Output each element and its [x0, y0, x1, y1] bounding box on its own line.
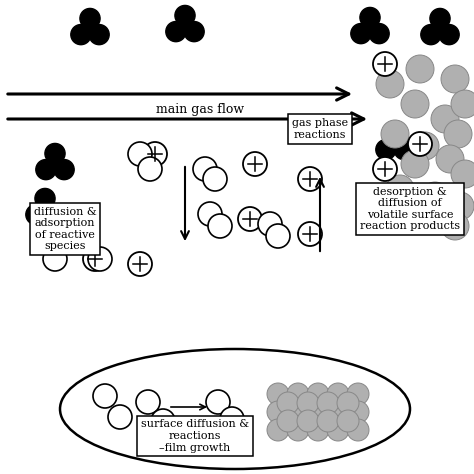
Circle shape [54, 160, 74, 180]
Circle shape [408, 132, 432, 156]
Circle shape [327, 401, 349, 423]
Circle shape [431, 105, 459, 133]
Ellipse shape [60, 349, 410, 469]
Circle shape [430, 9, 450, 28]
Circle shape [267, 383, 289, 405]
Circle shape [441, 65, 469, 93]
Circle shape [347, 383, 369, 405]
Text: gas phase
reactions: gas phase reactions [292, 118, 348, 140]
Circle shape [203, 167, 227, 191]
Circle shape [421, 25, 441, 45]
Text: diffusion &
adsorption
of reactive
species: diffusion & adsorption of reactive speci… [34, 207, 96, 251]
Text: main gas flow: main gas flow [156, 102, 244, 116]
Circle shape [376, 70, 404, 98]
Circle shape [287, 383, 309, 405]
Circle shape [376, 139, 396, 160]
Circle shape [128, 252, 152, 276]
Circle shape [444, 120, 472, 148]
Circle shape [337, 392, 359, 414]
Circle shape [89, 25, 109, 45]
Circle shape [43, 247, 67, 271]
Circle shape [446, 192, 474, 220]
Circle shape [307, 383, 329, 405]
Circle shape [267, 419, 289, 441]
Circle shape [287, 419, 309, 441]
Circle shape [208, 214, 232, 238]
Circle shape [71, 25, 91, 45]
Circle shape [175, 5, 195, 26]
Circle shape [406, 55, 434, 83]
Circle shape [298, 167, 322, 191]
Circle shape [128, 142, 152, 166]
Circle shape [277, 410, 299, 432]
Circle shape [35, 189, 55, 209]
Circle shape [373, 157, 397, 181]
Circle shape [258, 212, 282, 236]
Text: surface diffusion &
reactions
–film growth: surface diffusion & reactions –film grow… [141, 419, 249, 453]
Circle shape [198, 202, 222, 226]
Circle shape [401, 90, 429, 118]
Circle shape [381, 120, 409, 148]
Circle shape [45, 144, 65, 164]
Circle shape [317, 392, 339, 414]
Circle shape [386, 175, 414, 203]
Circle shape [297, 410, 319, 432]
Circle shape [439, 25, 459, 45]
Circle shape [307, 419, 329, 441]
Circle shape [298, 222, 322, 246]
Circle shape [277, 392, 299, 414]
Circle shape [243, 152, 267, 176]
Circle shape [80, 9, 100, 28]
Circle shape [88, 247, 112, 271]
Circle shape [421, 182, 449, 210]
Circle shape [143, 142, 167, 166]
Circle shape [206, 390, 230, 414]
Circle shape [287, 401, 309, 423]
Circle shape [351, 24, 371, 44]
Circle shape [26, 204, 46, 225]
Circle shape [166, 21, 186, 42]
Circle shape [360, 8, 380, 27]
Circle shape [108, 405, 132, 429]
Circle shape [327, 419, 349, 441]
Circle shape [267, 401, 289, 423]
Circle shape [401, 150, 429, 178]
Circle shape [451, 90, 474, 118]
Circle shape [266, 224, 290, 248]
Circle shape [184, 21, 204, 42]
Circle shape [327, 383, 349, 405]
Circle shape [220, 407, 244, 431]
Circle shape [36, 160, 56, 180]
Circle shape [436, 145, 464, 173]
Circle shape [317, 410, 339, 432]
Circle shape [297, 392, 319, 414]
Circle shape [347, 401, 369, 423]
Circle shape [451, 160, 474, 188]
Circle shape [411, 132, 439, 160]
Circle shape [337, 410, 359, 432]
Circle shape [138, 157, 162, 181]
Circle shape [93, 384, 117, 408]
Circle shape [83, 247, 107, 271]
Circle shape [394, 139, 414, 160]
Text: desorption &
diffusion of
volatile surface
reaction products: desorption & diffusion of volatile surfa… [360, 187, 460, 231]
Circle shape [369, 24, 389, 44]
Circle shape [238, 207, 262, 231]
Circle shape [193, 157, 217, 181]
Circle shape [441, 212, 469, 240]
Circle shape [373, 52, 397, 76]
Circle shape [406, 205, 434, 233]
Circle shape [385, 123, 405, 144]
Circle shape [347, 419, 369, 441]
Circle shape [307, 401, 329, 423]
Circle shape [151, 409, 175, 433]
Circle shape [136, 390, 160, 414]
Circle shape [44, 204, 64, 225]
